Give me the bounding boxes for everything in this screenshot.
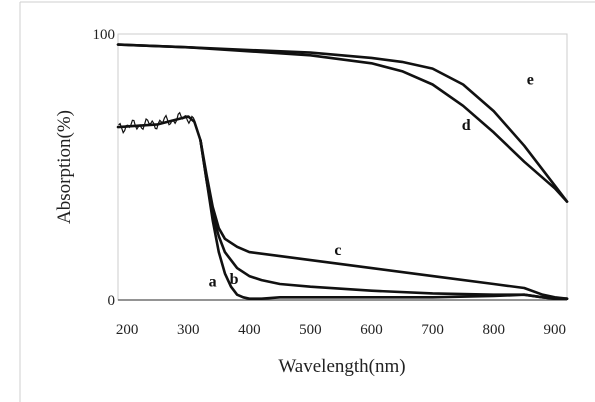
x-tick-label-500: 500 (299, 322, 322, 338)
series-line-c (199, 139, 569, 300)
series-a-noise (118, 111, 196, 135)
x-tick-label-700: 700 (421, 322, 444, 338)
x-axis-title: Wavelength(nm) (278, 356, 405, 377)
x-tick-label-800: 800 (482, 322, 505, 338)
series-curves (116, 43, 569, 300)
curve-label-c: c (334, 242, 341, 259)
plot-area (117, 33, 568, 301)
curve-label-d: d (462, 117, 471, 134)
x-tick-label-600: 600 (360, 322, 383, 338)
curve-label-a: a (209, 274, 217, 291)
x-tick-labels: 200 300 400 500 600 700 800 900 (116, 322, 566, 338)
series-line-e (116, 43, 569, 203)
curve-labels: a b c d e (209, 72, 534, 291)
x-tick-label-200: 200 (116, 322, 139, 338)
y-tick-label-0: 0 (108, 293, 116, 309)
curve-label-e: e (527, 72, 534, 89)
x-tick-label-900: 900 (544, 322, 567, 338)
y-axis-title: Absorption(%) (54, 110, 75, 224)
x-tick-label-400: 400 (238, 322, 261, 338)
x-tick-label-300: 300 (177, 322, 200, 338)
series-line-b (199, 139, 569, 300)
curve-label-b: b (230, 271, 239, 288)
y-tick-label-100: 100 (93, 27, 116, 43)
y-tick-labels: 0 100 (93, 27, 116, 309)
